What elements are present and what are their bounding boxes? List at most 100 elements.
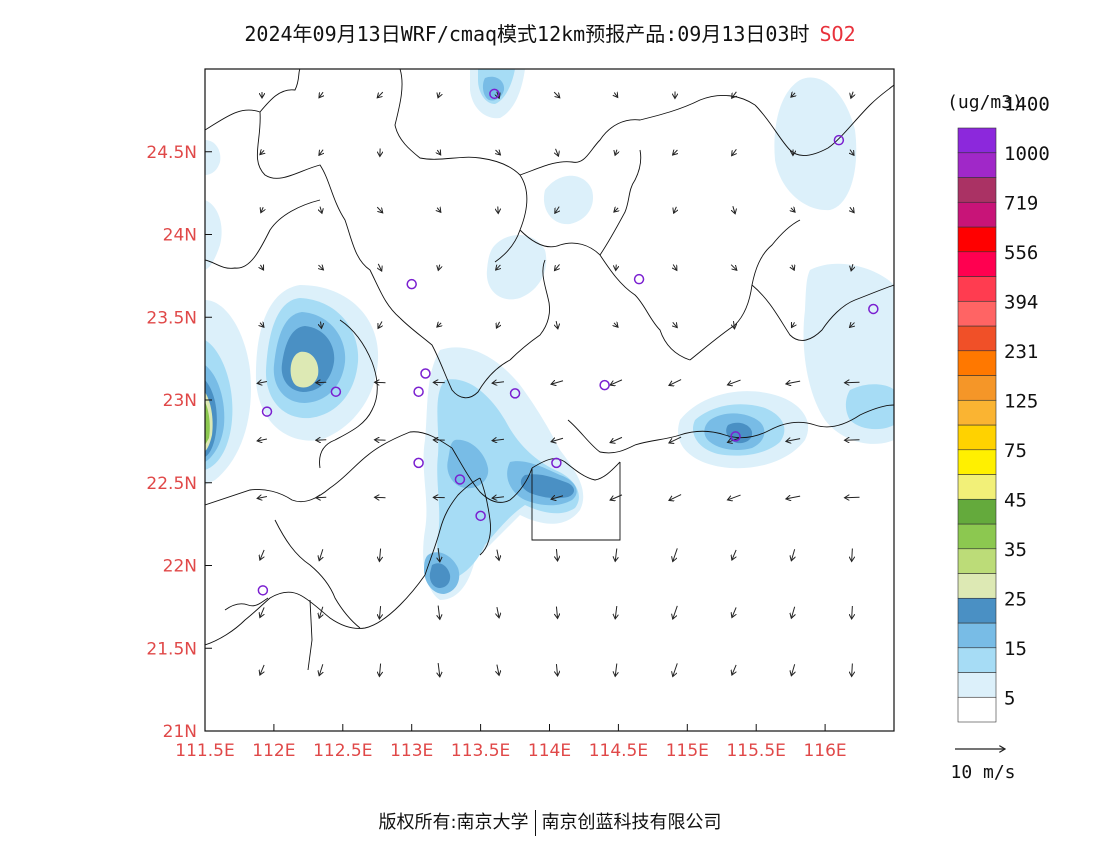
lat-tick-label: 24.5N: [146, 143, 197, 163]
wind-arrow: [492, 382, 505, 383]
colorbar-label: 75: [1004, 440, 1027, 462]
station-marker: [413, 386, 424, 397]
wind-arrow: [615, 663, 617, 677]
colorbar-label: 25: [1004, 588, 1027, 610]
wind-arrow: [791, 664, 794, 676]
wind-arrow: [791, 606, 794, 619]
wind-arrow: [257, 382, 267, 384]
wind-arrow: [260, 150, 264, 154]
wind-arrow: [791, 208, 795, 212]
wind-arrow: [379, 605, 380, 619]
lon-tick-label: 115.5E: [726, 741, 785, 761]
province-city-boundaries: [205, 69, 894, 671]
colorbar-label: 556: [1004, 242, 1038, 264]
wind-arrow: [733, 206, 735, 214]
wind-arrow: [732, 549, 737, 560]
lon-tick-label: 111.5E: [175, 741, 234, 761]
wind-arrow: [732, 148, 737, 155]
wind-arrow: [791, 93, 795, 97]
lon-tick-label: 112E: [252, 741, 295, 761]
copyright-right: 南京创蓝科技有限公司: [541, 812, 722, 833]
wind-arrow: [260, 664, 265, 675]
wind-arrow: [492, 439, 505, 440]
wind-arrow: [438, 662, 440, 677]
wind-arrow: [496, 150, 501, 155]
wind-arrow: [379, 663, 380, 677]
wind-arrow: [554, 264, 559, 270]
wind-arrow: [319, 549, 323, 560]
colorbar-swatch: [957, 201, 997, 228]
station-marker: [833, 134, 845, 146]
colorbar: [957, 127, 997, 723]
wind-arrow: [376, 206, 383, 213]
wind-arrow: [673, 663, 678, 676]
colorbar-swatch: [957, 300, 997, 327]
colorbar-label: 1400: [1004, 93, 1050, 115]
station-marker: [406, 278, 417, 290]
lon-tick-label: 113.5E: [451, 741, 510, 761]
wind-arrow: [438, 547, 440, 562]
wind-arrow: [615, 548, 617, 562]
wind-arrow: [320, 206, 322, 214]
wind-arrow: [319, 91, 323, 98]
wind-arrow: [556, 320, 558, 329]
colorbar-swatch: [957, 226, 997, 253]
colorbar-label: 35: [1004, 539, 1027, 561]
station-marker: [330, 386, 342, 397]
wind-arrow: [616, 264, 617, 271]
wind-arrow: [497, 549, 499, 561]
wind-arrow: [615, 149, 617, 156]
wind-arrow: [852, 605, 853, 619]
wind-arrow: [786, 496, 801, 499]
colorbar-swatch: [957, 177, 997, 203]
wind-arrow: [669, 436, 682, 443]
lon-tick-label: 116E: [803, 741, 846, 761]
lat-tick-label: 24N: [163, 226, 197, 246]
lon-tick-label: 115E: [666, 741, 709, 761]
colorbar-swatch: [957, 622, 997, 649]
wind-arrow: [556, 663, 557, 676]
lon-tick-label: 112.5E: [313, 741, 372, 761]
wind-arrow: [845, 440, 860, 441]
colorbar-swatch: [957, 573, 997, 599]
wind-arrow: [845, 497, 860, 498]
colorbar-labels: 5 15 25 35 45 75 125 231 394 556 719 1000 1400: [1004, 93, 1050, 709]
colorbar-swatch: [957, 672, 997, 698]
wind-arrow: [674, 206, 677, 213]
wind-arrow: [437, 150, 440, 155]
colorbar-unit: (ug/m3): [947, 92, 1023, 113]
wind-arrow: [378, 263, 381, 271]
station-marker: [261, 406, 273, 417]
wind-arrow: [614, 93, 617, 98]
latitude-axis: 21N 21.5N 22N 22.5N 23N 23.5N 24N 24.5N: [146, 143, 212, 742]
station-marker: [420, 368, 431, 379]
wind-arrow: [437, 208, 441, 213]
wind-arrow: [497, 664, 499, 676]
copyright-footer: 版权所有:南京大学 南京创蓝科技有限公司: [0, 808, 1100, 836]
lat-tick-label: 21.5N: [146, 639, 197, 659]
longitude-axis: 111.5E 112E 112.5E 113E 113.5E 114E 114.5E 115E…: [175, 724, 847, 761]
station-marker: [257, 585, 269, 596]
wind-arrow: [257, 497, 267, 499]
wind-arrow: [673, 264, 677, 271]
wind-arrow: [377, 91, 384, 98]
wind-arrow: [673, 322, 678, 327]
station-marker: [454, 474, 466, 485]
colorbar-swatch: [957, 325, 997, 352]
wind-arrow: [320, 321, 321, 329]
wind-arrow: [375, 382, 386, 383]
wind-arrow: [260, 549, 265, 560]
wind-legend-label: 10 m/s: [950, 762, 1015, 783]
wind-arrow: [556, 606, 557, 619]
colorbar-label: 719: [1004, 192, 1038, 214]
wind-arrow: [786, 439, 801, 442]
wind-arrow: [851, 91, 853, 99]
wind-arrow: [497, 91, 499, 99]
wind-arrow: [260, 607, 265, 617]
map-title: 2024年09月13日WRF/cmaq模式12km预报产品:09月13日03时 S…: [0, 18, 1100, 47]
wind-arrow: [732, 91, 737, 98]
station-marker: [868, 303, 879, 315]
wind-vectors: [257, 91, 860, 677]
wind-arrow: [669, 379, 682, 386]
